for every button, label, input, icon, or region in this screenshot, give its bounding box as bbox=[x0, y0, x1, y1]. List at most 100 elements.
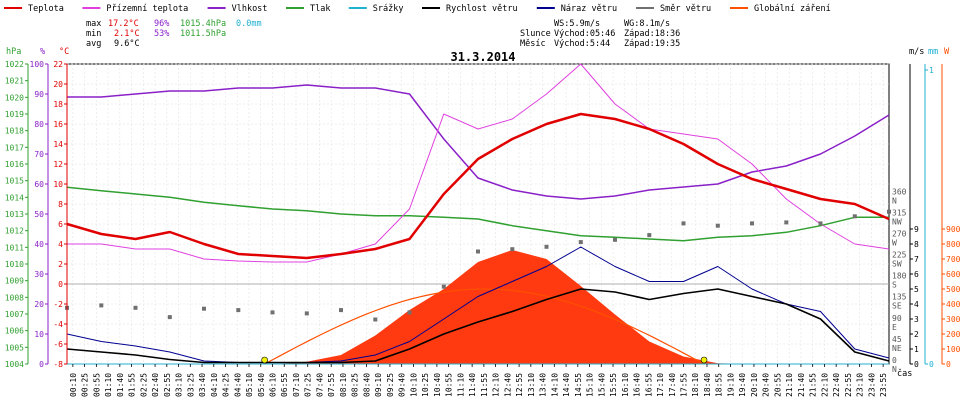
stat-wg: WG:8.1m/s bbox=[624, 19, 670, 29]
legend-label-6: Náraz větru bbox=[561, 4, 617, 14]
stat-ws: WS:5.9m/s bbox=[554, 19, 600, 29]
x-tick-label-68: 23:40 bbox=[867, 373, 876, 397]
dir-tick-compass-7: NW bbox=[892, 217, 902, 226]
x-tick-label-43: 14:55 bbox=[574, 373, 583, 397]
stat-moon-label: Měsíc bbox=[520, 39, 546, 49]
x-tick-label-50: 17:10 bbox=[656, 373, 665, 397]
pct-tick-label-8: 80 bbox=[34, 120, 44, 129]
x-tick-label-58: 20:10 bbox=[750, 373, 759, 397]
wind-direction-marker-20 bbox=[750, 221, 754, 226]
wind-direction-marker-12 bbox=[476, 249, 480, 254]
hpa-tick-label-7: 1011 bbox=[5, 243, 24, 252]
wind-direction-marker-9 bbox=[373, 317, 378, 322]
temp-tick-label-7: 6 bbox=[58, 220, 63, 229]
legend-label-4: Srážky bbox=[373, 4, 404, 14]
hpa-tick-label-14: 1018 bbox=[5, 127, 24, 136]
hpa-tick-label-15: 1019 bbox=[5, 110, 24, 119]
ms-tick-label-6: 6 bbox=[914, 270, 919, 279]
wind-direction-marker-5 bbox=[236, 308, 241, 313]
x-tick-label-3: 01:10 bbox=[104, 373, 113, 397]
ms-tick-label-9: 9 bbox=[914, 225, 919, 234]
stat-sun-rise: Východ:05:46 bbox=[554, 29, 615, 39]
x-tick-label-11: 03:40 bbox=[198, 373, 207, 397]
x-tick-label-17: 06:10 bbox=[269, 373, 278, 397]
x-tick-label-21: 07:40 bbox=[315, 373, 324, 397]
x-tick-label-54: 18:40 bbox=[703, 373, 712, 397]
series-line-Tlak bbox=[66, 186, 889, 242]
hpa-tick-label-17: 1021 bbox=[5, 77, 24, 86]
dir-tick-label-7: 315 bbox=[892, 208, 907, 217]
temp-tick-label-10: 12 bbox=[53, 160, 63, 169]
stat-max-hum: 96% bbox=[154, 19, 169, 29]
hpa-tick-label-3: 1007 bbox=[5, 310, 24, 319]
hpa-tick-label-2: 1006 bbox=[5, 327, 24, 336]
wm2-tick-label-8: 800 bbox=[946, 240, 961, 249]
x-tick-label-49: 16:55 bbox=[644, 373, 653, 397]
dir-tick-compass-6: W bbox=[892, 238, 897, 247]
stat-max-label: max bbox=[86, 19, 101, 29]
pct-tick-label-10: 100 bbox=[30, 60, 45, 69]
x-tick-label-13: 04:25 bbox=[222, 373, 231, 397]
wind-direction-marker-11 bbox=[441, 284, 446, 289]
wm2-tick-label-1: 100 bbox=[946, 345, 961, 354]
x-tick-label-66: 22:55 bbox=[844, 373, 853, 397]
wind-direction-marker-18 bbox=[681, 221, 686, 226]
plot-area bbox=[65, 63, 891, 365]
hpa-tick-label-11: 1015 bbox=[5, 177, 24, 186]
series-line-Přízemní teplota bbox=[67, 63, 890, 263]
wind-direction-marker-8 bbox=[339, 308, 343, 313]
pct-tick-label-2: 20 bbox=[34, 300, 44, 309]
stat-max-temp: 17.2°C bbox=[108, 19, 139, 29]
series-line-Rychlost větru bbox=[66, 288, 890, 364]
x-tick-label-15: 05:10 bbox=[245, 373, 254, 397]
wm2-tick-label-0: 0 bbox=[946, 360, 951, 369]
wm2-tick-label-6: 600 bbox=[946, 270, 961, 279]
stat-moon-set: Západ:19:35 bbox=[624, 39, 680, 49]
x-tick-label-46: 15:55 bbox=[609, 373, 618, 397]
x-tick-label-8: 02:55 bbox=[163, 373, 172, 397]
x-tick-label-45: 15:40 bbox=[597, 373, 606, 397]
axis-label-mm: mm bbox=[928, 47, 938, 57]
sunset-marker bbox=[700, 356, 708, 364]
wm2-tick-label-3: 300 bbox=[946, 315, 961, 324]
x-tick-label-10: 03:25 bbox=[186, 373, 195, 397]
x-tick-label-27: 09:25 bbox=[386, 373, 395, 397]
x-tick-label-47: 16:10 bbox=[621, 373, 630, 397]
x-tick-label-9: 03:10 bbox=[175, 373, 184, 397]
hpa-tick-label-10: 1014 bbox=[5, 193, 24, 202]
x-tick-label-39: 13:10 bbox=[527, 373, 536, 397]
wind-direction-marker-7 bbox=[304, 311, 309, 316]
x-tick-label-51: 17:40 bbox=[668, 373, 677, 397]
wind-direction-marker-3 bbox=[167, 315, 172, 320]
axis-label-hpa: hPa bbox=[6, 47, 21, 57]
x-tick-label-67: 23:10 bbox=[856, 373, 865, 397]
x-tick-label-62: 21:40 bbox=[797, 373, 806, 397]
stats-block: max 17.2°C 96% 1015.4hPa 0.0mm min 2.1°C… bbox=[86, 19, 680, 49]
stat-avg-temp: 9.6°C bbox=[114, 39, 140, 49]
ms-tick-label-7: 7 bbox=[914, 255, 919, 264]
dir-tick-label-4: 180 bbox=[892, 272, 907, 281]
x-tick-label-12: 04:10 bbox=[210, 373, 219, 397]
dir-tick-compass-3: SE bbox=[892, 302, 902, 311]
dir-tick-label-0: 0 bbox=[892, 356, 897, 365]
series-area-globalni-zareni bbox=[67, 250, 889, 364]
legend-label-1: Přízemní teplota bbox=[106, 4, 188, 14]
temp-tick-label-3: -2 bbox=[53, 300, 63, 309]
x-tick-label-28: 09:40 bbox=[398, 373, 407, 397]
dir-tick-compass-8: N bbox=[892, 196, 897, 205]
x-tick-label-61: 21:10 bbox=[785, 373, 794, 397]
chart-title: 31.3.2014 bbox=[450, 50, 515, 64]
stat-avg-label: avg bbox=[86, 39, 101, 49]
x-tick-label-6: 02:25 bbox=[139, 373, 148, 397]
wind-direction-marker-4 bbox=[202, 306, 206, 311]
dir-tick-label-3: 135 bbox=[892, 293, 907, 302]
dir-tick-label-6: 270 bbox=[892, 229, 907, 238]
axis-label-ms: m/s bbox=[909, 47, 924, 57]
x-tick-label-37: 12:40 bbox=[503, 373, 512, 397]
hpa-tick-label-13: 1017 bbox=[5, 143, 24, 152]
wind-direction-marker-24 bbox=[887, 209, 891, 214]
temp-tick-label-6: 4 bbox=[58, 240, 63, 249]
wm2-tick-label-5: 500 bbox=[946, 285, 961, 294]
x-tick-label-36: 12:10 bbox=[492, 373, 501, 397]
